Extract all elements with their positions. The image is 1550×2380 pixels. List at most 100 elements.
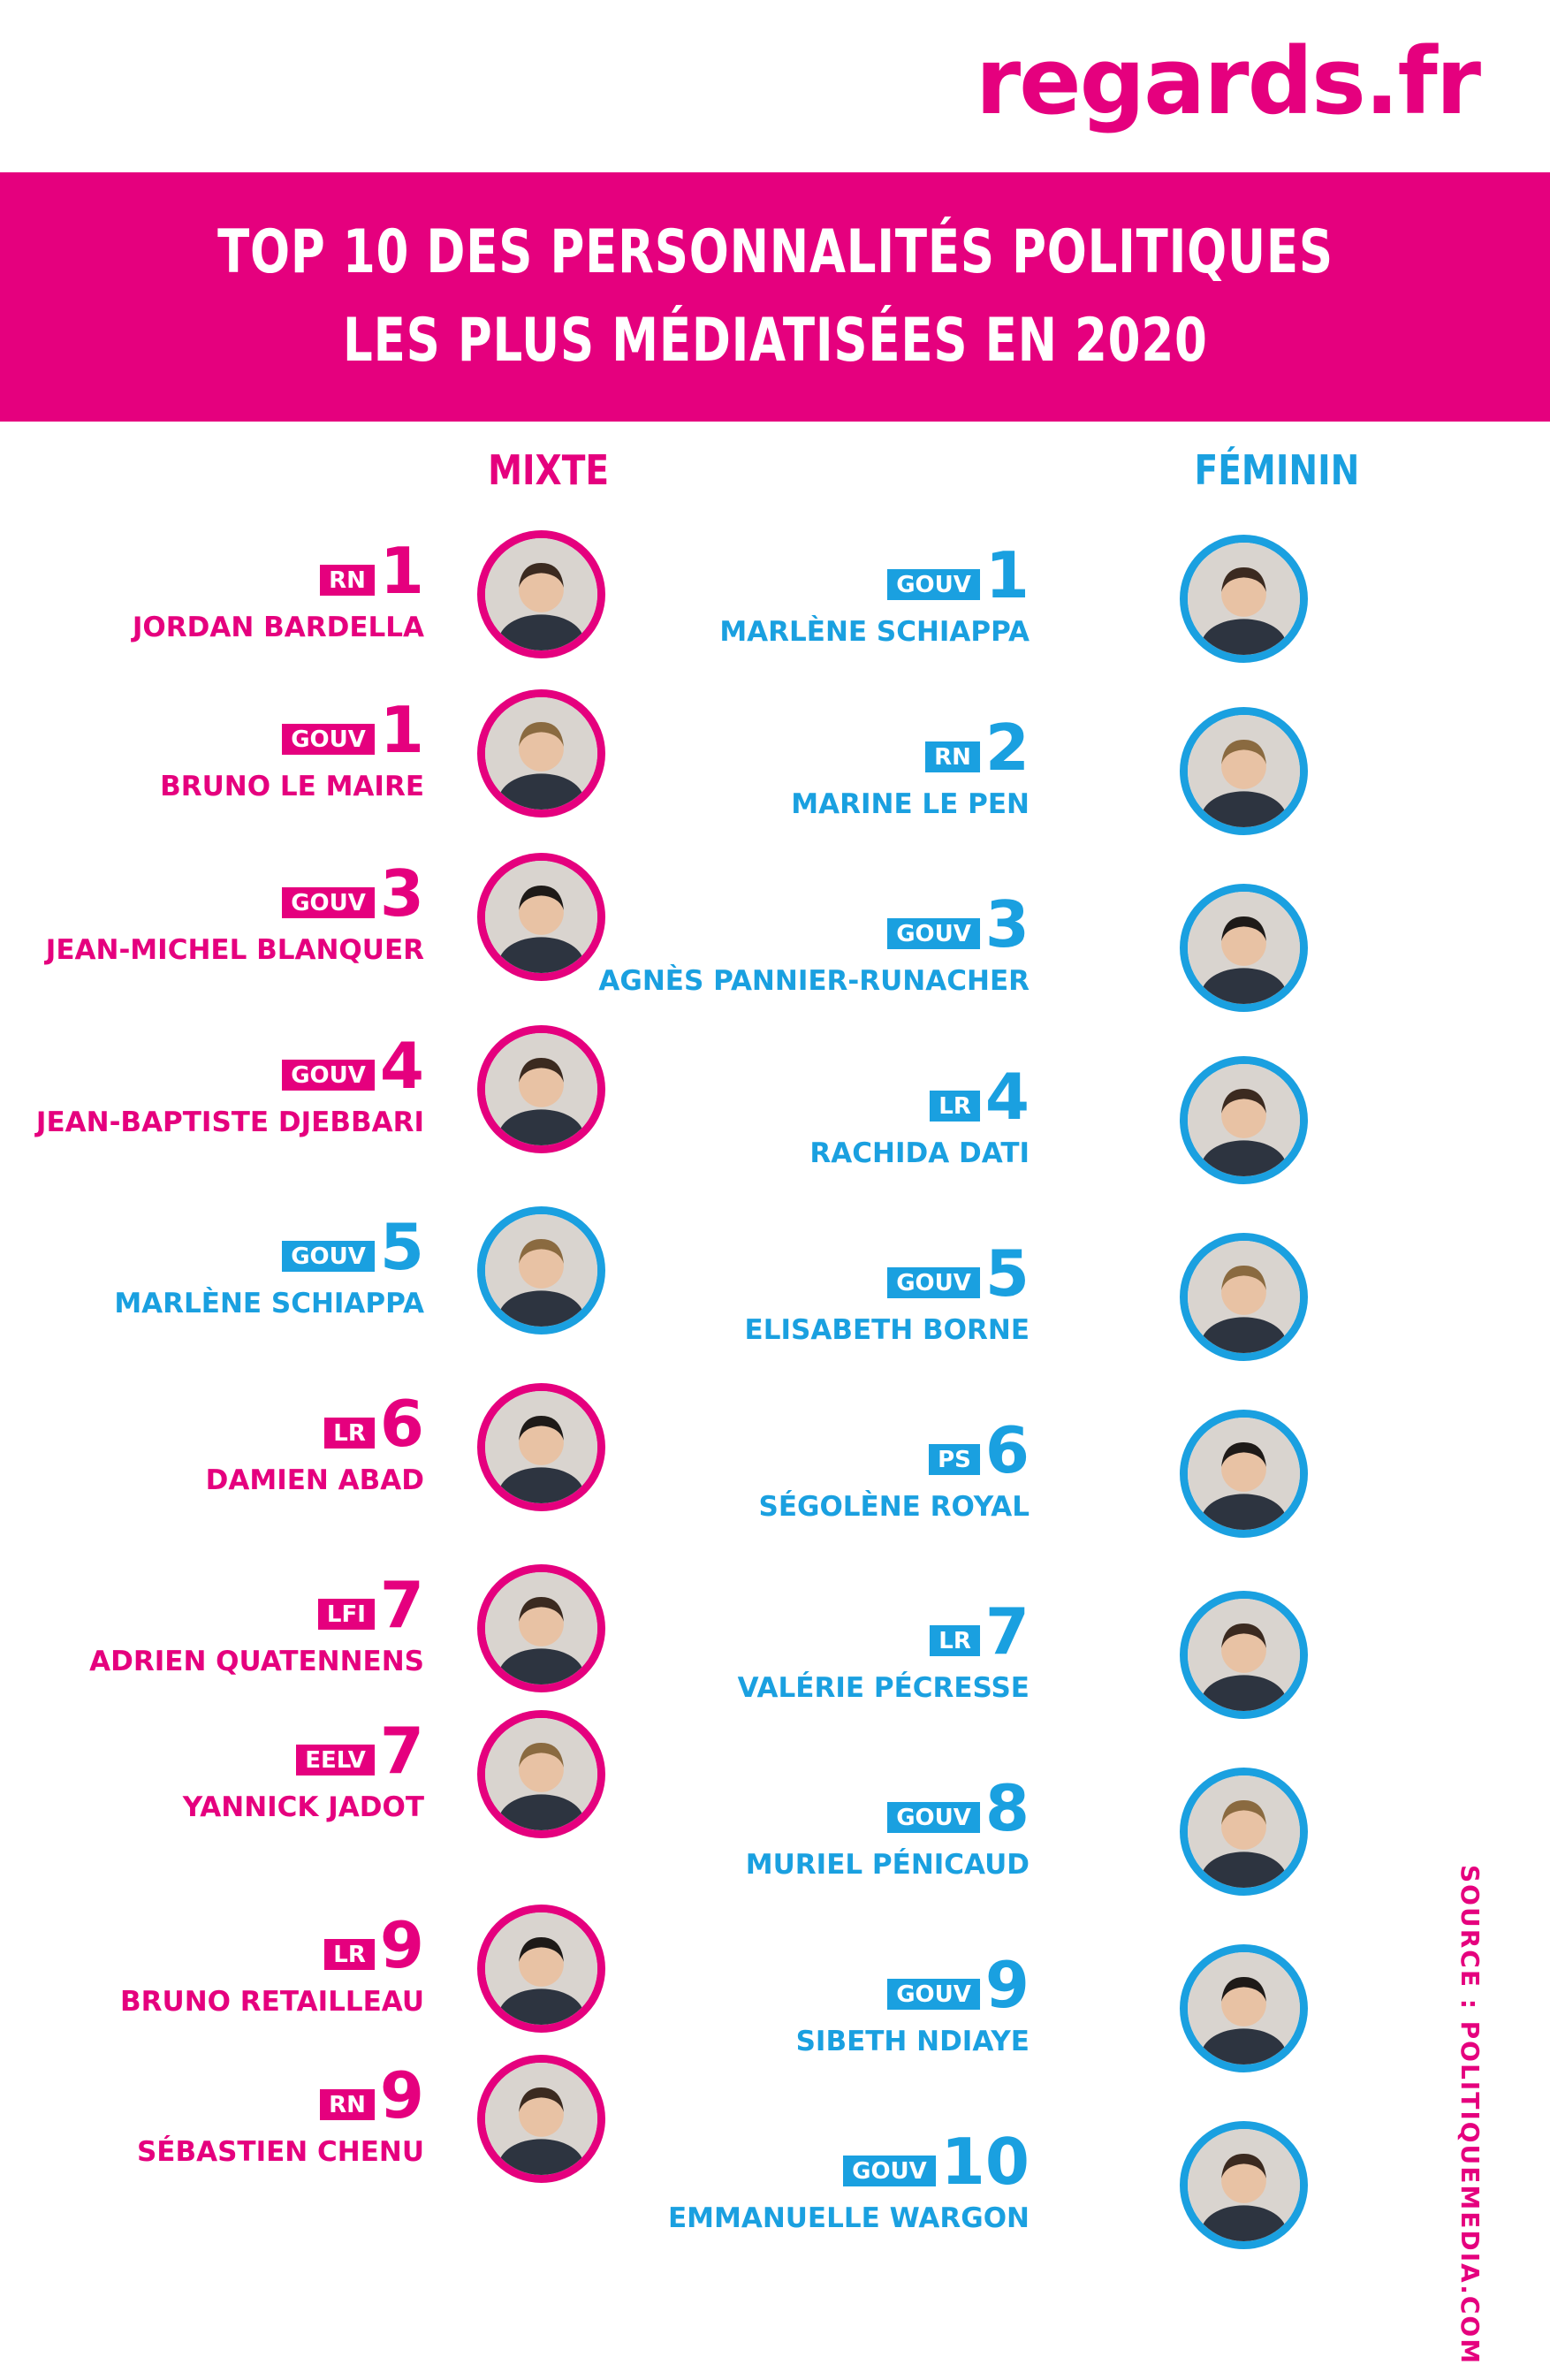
politician-name: MARINE LE PEN (791, 788, 1030, 820)
ranking-entry: GOUV 1 MARLÈNE SCHIAPPA (0, 535, 1308, 676)
source-credit: SOURCE : POLITIQUEMEDIA.COM (1455, 1865, 1485, 2366)
politician-name: SIBETH NDIAYE (795, 2026, 1030, 2057)
rank-number: 9 (984, 1948, 1030, 2022)
portrait-icon (1180, 1591, 1308, 1719)
rank-line: RN 1 (320, 534, 424, 608)
ranking-entry: GOUV 1 BRUNO LE MAIRE (0, 689, 619, 831)
ranking-entry: LR 4 RACHIDA DATI (0, 1056, 1308, 1198)
rank-line: GOUV 3 (887, 893, 1030, 956)
rank-number: 6 (379, 1387, 424, 1461)
politician-name: MURIEL PÉNICAUD (745, 1849, 1030, 1881)
politician-name: EMMANUELLE WARGON (667, 2202, 1030, 2234)
ranking-entry: GOUV 10 EMMANUELLE WARGON (0, 2121, 1308, 2262)
ranking-entry: RN 9 SÉBASTIEN CHENU (0, 2055, 619, 2196)
party-badge: PS (929, 1444, 980, 1475)
ranking-entry: GOUV 4 JEAN-BAPTISTE DJEBBARI (0, 1025, 619, 1167)
rank-number: 5 (984, 1236, 1030, 1311)
portrait-silhouette (485, 697, 597, 810)
portrait-icon (477, 689, 605, 817)
party-badge: LR (324, 1939, 375, 1970)
portrait-silhouette (485, 2063, 597, 2175)
party-badge: GOUV (282, 887, 375, 918)
rank-line: LR 4 (930, 1060, 1030, 1134)
portrait-icon (477, 1206, 605, 1334)
ranking-entry: GOUV 8 MURIEL PÉNICAUD (0, 1768, 1308, 1909)
rank-number: 1 (379, 693, 424, 767)
rank-line: GOUV 4 (282, 1029, 424, 1103)
rank-line: GOUV 1 (282, 693, 424, 767)
column-header-mixte: MIXTE (488, 446, 610, 494)
politician-name: SÉBASTIEN CHENU (136, 2136, 424, 2168)
rank-number: 9 (379, 1908, 424, 1982)
portrait-icon (1180, 1410, 1308, 1538)
portrait-silhouette (1188, 1775, 1300, 1888)
rank-line: EELV 7 (296, 1714, 424, 1788)
politician-name: DAMIEN ABAD (205, 1464, 424, 1496)
portrait-silhouette (1188, 1241, 1300, 1353)
portrait-icon (1180, 2121, 1308, 2249)
ranking-entry: PS 6 SÉGOLÈNE ROYAL (0, 1410, 1308, 1551)
ranking-entry: GOUV 5 ELISABETH BORNE (0, 1233, 1308, 1374)
politician-name: VALÉRIE PÉCRESSE (737, 1672, 1030, 1704)
rank-number: 7 (379, 1714, 424, 1788)
portrait-silhouette (1188, 2129, 1300, 2241)
portrait-icon (477, 1564, 605, 1692)
ranking-entry: GOUV 9 SIBETH NDIAYE (0, 1944, 1308, 2086)
regards-logo[interactable]: regards.fr (975, 27, 1481, 135)
portrait-silhouette (485, 1391, 597, 1503)
rank-line: LR 9 (324, 1908, 424, 1982)
portrait-icon (1180, 1768, 1308, 1896)
rank-line: GOUV 5 (282, 1210, 424, 1284)
rank-number: 3 (379, 856, 424, 931)
party-badge: GOUV (887, 1802, 980, 1833)
portrait-icon (1180, 1944, 1308, 2072)
portrait-icon (477, 1710, 605, 1838)
title-banner: TOP 10 DES PERSONNALITÉS POLITIQUES LES … (0, 172, 1550, 422)
portrait-icon (477, 1905, 605, 2033)
column-header-feminin: FÉMININ (1194, 446, 1360, 494)
rank-number: 7 (379, 1568, 424, 1642)
ranking-entry: RN 1 JORDAN BARDELLA (0, 530, 619, 672)
rank-number: 4 (984, 1060, 1030, 1134)
portrait-silhouette (1188, 1064, 1300, 1176)
politician-name: SÉGOLÈNE ROYAL (758, 1491, 1030, 1523)
page-title-line-2: LES PLUS MÉDIATISÉES EN 2020 (342, 306, 1208, 376)
party-badge: GOUV (843, 2156, 936, 2186)
rank-line: RN 2 (925, 716, 1030, 779)
party-badge: GOUV (887, 918, 980, 949)
rank-line: GOUV 3 (282, 856, 424, 931)
portrait-silhouette (1188, 892, 1300, 1004)
politician-name: JEAN-BAPTISTE DJEBBARI (35, 1106, 424, 1138)
rank-line: GOUV 1 (887, 544, 1030, 607)
party-badge: GOUV (887, 1267, 980, 1298)
rank-line: LR 7 (930, 1594, 1030, 1669)
portrait-icon (477, 530, 605, 658)
rank-number: 10 (940, 2125, 1030, 2199)
portrait-silhouette (485, 1912, 597, 2025)
politician-name: ELISABETH BORNE (744, 1314, 1030, 1346)
rank-number: 1 (379, 534, 424, 608)
portrait-icon (1180, 535, 1308, 663)
portrait-silhouette (485, 1214, 597, 1327)
portrait-icon (1180, 1056, 1308, 1184)
rank-number: 7 (984, 1594, 1030, 1669)
portrait-silhouette (485, 1033, 597, 1145)
politician-name: JEAN-MICHEL BLANQUER (45, 934, 424, 966)
party-badge: RN (320, 2089, 375, 2120)
party-badge: LR (930, 1625, 980, 1656)
portrait-silhouette (485, 861, 597, 973)
ranking-entry: RN 2 MARINE LE PEN (0, 707, 1308, 848)
rank-line: GOUV 10 (843, 2125, 1030, 2199)
ranking-entry: LR 6 DAMIEN ABAD (0, 1383, 619, 1525)
rank-number: 5 (379, 1210, 424, 1284)
portrait-icon (477, 1025, 605, 1153)
ranking-entry: LR 7 VALÉRIE PÉCRESSE (0, 1591, 1308, 1732)
rank-number: 4 (379, 1029, 424, 1103)
party-badge: GOUV (282, 1060, 375, 1091)
rank-number: 6 (984, 1413, 1030, 1487)
portrait-silhouette (1188, 1599, 1300, 1711)
party-badge: GOUV (887, 1979, 980, 2010)
politician-name: BRUNO LE MAIRE (160, 771, 424, 802)
party-badge: LR (324, 1418, 375, 1449)
portrait-icon (477, 1383, 605, 1511)
